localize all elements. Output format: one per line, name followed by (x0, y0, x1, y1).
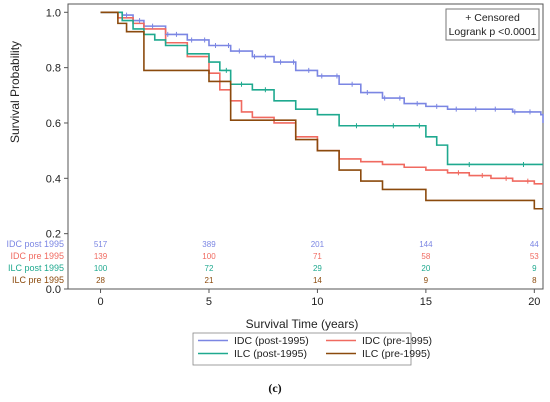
x-tick-label: 5 (206, 296, 212, 308)
risk-count: 9 (424, 276, 429, 285)
censor-mark (434, 103, 440, 109)
risk-count: 14 (313, 276, 322, 285)
risk-count: 201 (311, 240, 325, 249)
y-tick-label: 0.0 (46, 284, 61, 296)
risk-count: 53 (530, 252, 539, 261)
censor-mark (455, 170, 461, 176)
risk-count: 144 (419, 240, 433, 249)
risk-count: 100 (94, 264, 108, 273)
risk-count: 29 (313, 264, 322, 273)
censor-mark (527, 109, 533, 115)
censor-mark (520, 161, 526, 167)
censor-mark (278, 59, 284, 65)
risk-count: 20 (421, 264, 430, 273)
survival-curves (100, 11, 544, 210)
risk-count: 517 (94, 240, 108, 249)
legend-label: ILC (pre-1995) (362, 348, 430, 360)
censor-mark (503, 175, 509, 181)
curve-ilc-post-1995 (100, 11, 543, 166)
censor-mark (252, 54, 258, 60)
axes-ticks: 0.0 0.2 0.4 0.6 0.8 1.0 0 5 10 15 20 (46, 7, 541, 308)
censor-mark (334, 73, 340, 79)
risk-row-label: ILC pre 1995 (12, 275, 64, 285)
risk-count: 389 (202, 240, 216, 249)
risk-row-label: ILC post 1995 (8, 263, 64, 273)
censor-mark (226, 43, 232, 49)
censor-mark (291, 59, 297, 65)
inset-logrank-text: Logrank p <0.0001 (449, 26, 537, 38)
censor-mark (173, 31, 179, 37)
censor-mark (212, 43, 218, 49)
censor-mark (239, 81, 245, 87)
y-tick-label: 0.4 (46, 173, 61, 185)
censor-mark (414, 101, 420, 107)
censor-mark (189, 37, 195, 43)
legend-box (192, 332, 412, 366)
x-axis-title: Survival Time (years) (246, 317, 359, 331)
censor-mark (492, 106, 498, 112)
censor-mark (525, 178, 531, 184)
legend: IDC (post-1995) IDC (pre-1995) ILC (post-1… (198, 335, 432, 360)
legend-label: IDC (post-1995) (234, 335, 309, 347)
censor-mark (466, 161, 472, 167)
censor-mark (382, 95, 388, 101)
risk-count: 28 (96, 276, 105, 285)
censor-mark (262, 54, 268, 60)
censor-mark (165, 31, 171, 37)
curve-idc-post-1995 (100, 11, 544, 123)
censor-mark (453, 106, 459, 112)
risk-count: 44 (530, 240, 539, 249)
censor-mark (390, 123, 396, 129)
risk-count: 58 (421, 252, 430, 261)
curve-ilc-pre-1995 (100, 11, 543, 210)
number-at-risk-table: IDC post 1995 517 389 201 144 44 IDC pre 1995 1… (6, 239, 539, 285)
risk-count: 139 (94, 252, 108, 261)
x-tick-label: 20 (528, 296, 540, 308)
censor-mark (236, 48, 242, 54)
y-tick-label: 0.8 (46, 63, 61, 75)
risk-count: 72 (205, 264, 214, 273)
risk-count: 21 (205, 276, 214, 285)
censor-mark (397, 95, 403, 101)
risk-row-label: IDC pre 1995 (10, 251, 64, 261)
x-tick-label: 10 (311, 296, 323, 308)
censor-mark (223, 67, 229, 73)
plot-frame (67, 3, 544, 290)
censor-mark (512, 109, 518, 115)
y-tick-label: 1.0 (46, 7, 61, 19)
censor-mark (416, 123, 422, 129)
figure-caption: (c) (268, 381, 281, 395)
censor-mark (353, 123, 359, 129)
censor-mark (262, 87, 268, 93)
risk-count: 100 (202, 252, 216, 261)
censor-mark (202, 37, 208, 43)
inset-censored-text: + Censored (465, 12, 520, 24)
censor-mark (473, 106, 479, 112)
x-tick-label: 0 (97, 296, 103, 308)
censor-mark (124, 12, 130, 18)
censor-mark (137, 18, 143, 24)
x-tick-label: 15 (420, 296, 432, 308)
risk-count: 71 (313, 252, 322, 261)
y-tick-label: 0.6 (46, 118, 61, 130)
legend-label: IDC (pre-1995) (362, 335, 432, 347)
y-axis-title: Survival Probability (8, 41, 22, 143)
risk-count: 9 (532, 264, 537, 273)
risk-row-label: IDC post 1995 (6, 239, 64, 249)
censor-mark (150, 23, 156, 29)
risk-count: 8 (532, 276, 537, 285)
legend-label: ILC (post-1995) (234, 348, 307, 360)
censor-marks (124, 12, 533, 184)
censor-mark (306, 67, 312, 73)
censor-mark (319, 73, 325, 79)
y-tick-label: 0.2 (46, 229, 61, 241)
censor-mark (349, 81, 355, 87)
inset-box (445, 8, 540, 41)
censor-mark (479, 173, 485, 179)
censor-mark (364, 90, 370, 96)
